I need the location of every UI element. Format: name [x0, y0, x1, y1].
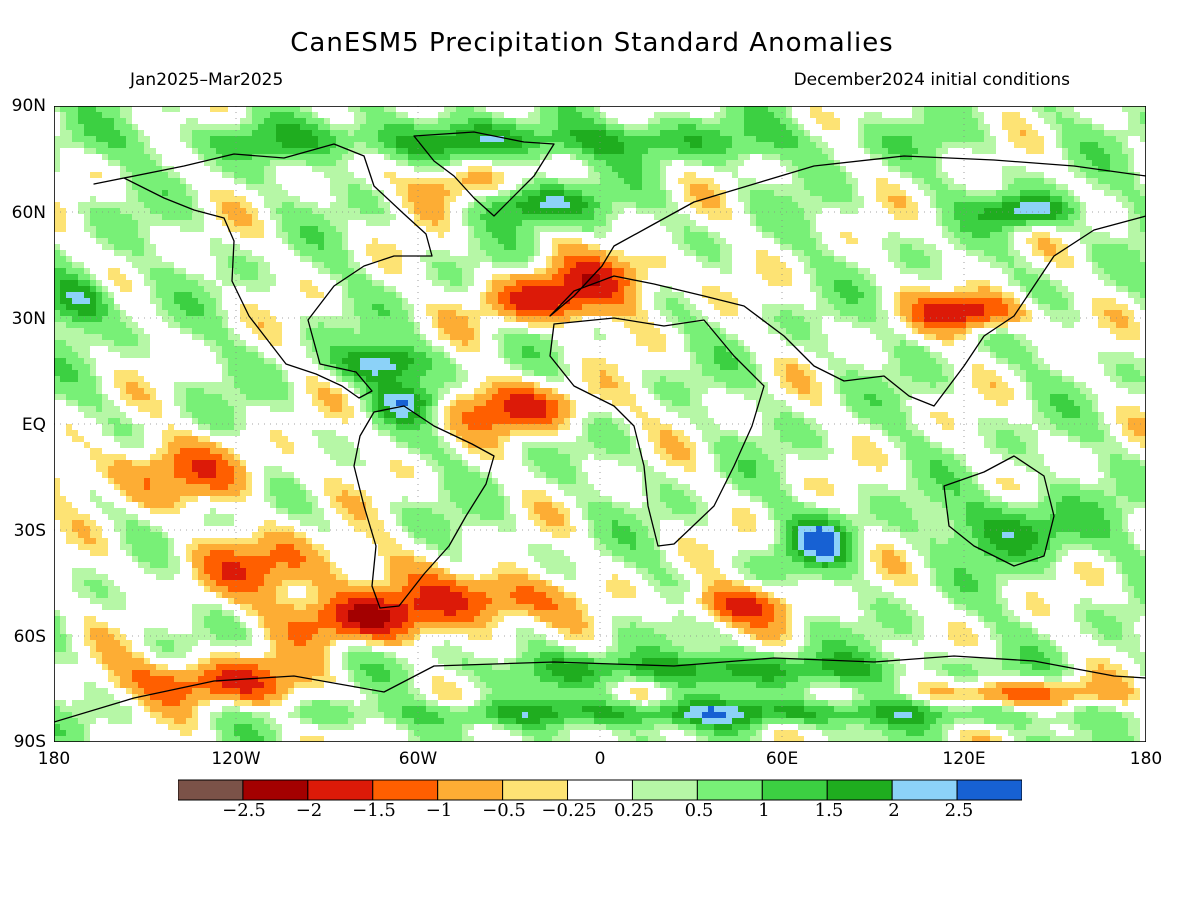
- lon-label-60w: 60W: [398, 749, 438, 769]
- forecast-period: Jan2025–Mar2025: [130, 70, 284, 90]
- colorbar-label: 2: [888, 800, 900, 821]
- colorbar-label: −2.5: [222, 800, 266, 821]
- coast-eurasia: [549, 155, 1146, 407]
- lon-label-180w: 180: [37, 749, 71, 769]
- colorbar-swatch: [242, 779, 309, 801]
- colorbar-swatch: [696, 779, 763, 801]
- colorbar-swatch: [567, 779, 633, 801]
- lat-label-60s: 60S: [13, 627, 46, 647]
- lon-label-120w: 120W: [211, 749, 261, 769]
- colorbar-swatch: [826, 779, 893, 801]
- lat-label-90n: 90N: [11, 96, 46, 116]
- coast-north-america: [93, 143, 433, 399]
- graticule: [54, 106, 1146, 742]
- colorbar-label: 1.5: [814, 800, 844, 821]
- coast-south-america: [353, 405, 495, 609]
- colorbar-swatch: [307, 779, 374, 801]
- colorbar-swatch: [437, 779, 504, 801]
- lat-label-90s: 90S: [13, 732, 46, 752]
- colorbar-label: −1.5: [352, 800, 396, 821]
- colorbar-swatch: [178, 779, 244, 801]
- colorbar-label: −0.25: [541, 800, 597, 821]
- colorbar-swatch: [372, 779, 439, 801]
- lat-label-eq: EQ: [21, 415, 46, 435]
- coast-greenland: [413, 131, 555, 217]
- lon-label-180e: 180: [1129, 749, 1163, 769]
- coast-australia: [943, 455, 1055, 567]
- lon-label-120e: 120E: [942, 749, 986, 769]
- colorbar-label: 1: [758, 800, 770, 821]
- colorbar-swatch: [761, 779, 828, 801]
- coast-antarctica: [54, 655, 1146, 723]
- lat-label-30n: 30N: [11, 309, 46, 329]
- colorbar-label: −2: [295, 800, 323, 821]
- coast-africa: [549, 317, 765, 547]
- colorbar-swatches: [178, 779, 1022, 801]
- colorbar-label: −1: [425, 800, 453, 821]
- colorbar-label: 0.25: [613, 800, 655, 821]
- colorbar-label: 0.5: [684, 800, 714, 821]
- lon-label-60e: 60E: [765, 749, 799, 769]
- colorbar-swatch: [891, 779, 958, 801]
- colorbar-swatch: [956, 779, 1022, 801]
- anomaly-field: [54, 106, 1146, 742]
- colorbar: [178, 779, 1022, 801]
- lon-label-0: 0: [594, 749, 606, 769]
- lat-label-60n: 60N: [11, 203, 46, 223]
- anomaly-map: [54, 106, 1146, 742]
- colorbar-label: 2.5: [944, 800, 974, 821]
- colorbar-swatch: [502, 779, 569, 801]
- initial-conditions-label: December2024 initial conditions: [793, 70, 1070, 90]
- lat-label-30s: 30S: [13, 521, 46, 541]
- coastlines: [54, 131, 1146, 723]
- colorbar-swatch: [631, 779, 698, 801]
- map-title: CanESM5 Precipitation Standard Anomalies: [290, 28, 894, 58]
- colorbar-label: −0.5: [482, 800, 526, 821]
